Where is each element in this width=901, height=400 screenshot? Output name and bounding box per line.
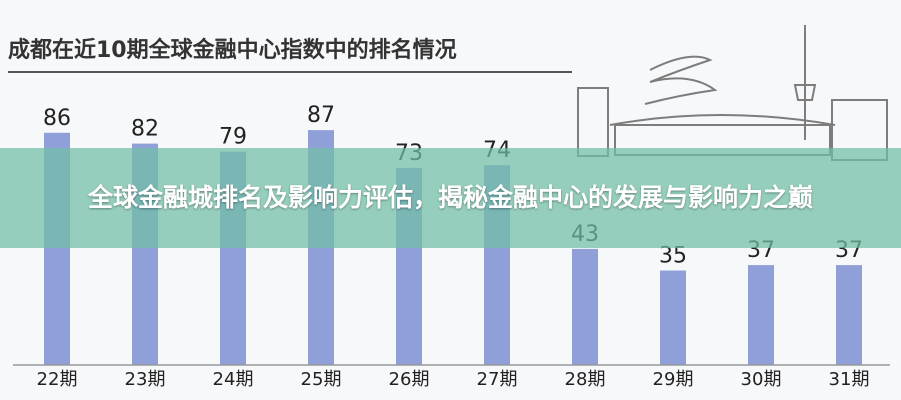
data-label: 79: [219, 125, 247, 150]
x-tick-label: 31期: [829, 369, 870, 390]
skyline-illustration: [577, 25, 888, 161]
banner: 全球金融城排名及影响力评估，揭秘金融中心的发展与影响力之巅: [0, 148, 901, 248]
x-tick-label: 26期: [389, 369, 430, 390]
bar: [748, 265, 774, 365]
x-tick-label: 29期: [653, 369, 694, 390]
data-label: 82: [131, 117, 159, 142]
x-tick-label: 28期: [565, 369, 606, 390]
x-tick-label: 24期: [213, 369, 254, 390]
bar: [572, 248, 598, 365]
chart-title: 成都在近10期全球金融中心指数中的排名情况: [8, 37, 457, 63]
x-tick-label: 25期: [301, 369, 342, 390]
banner-text: 全球金融城排名及影响力评估，揭秘金融中心的发展与影响力之巅: [87, 183, 813, 212]
x-tick-label: 27期: [477, 369, 518, 390]
bar: [660, 270, 686, 365]
bar: [836, 265, 862, 365]
x-tick-label: 30期: [741, 369, 782, 390]
data-label: 86: [43, 106, 71, 131]
x-tick-label: 22期: [37, 369, 78, 390]
data-label: 87: [307, 103, 335, 128]
x-tick-label: 23期: [125, 369, 166, 390]
